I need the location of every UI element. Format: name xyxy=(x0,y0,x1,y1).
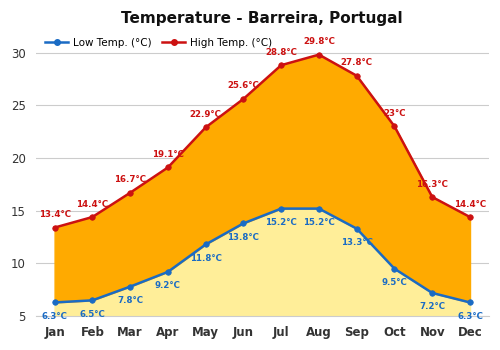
Low Temp. (°C) xyxy=(467,300,473,304)
Text: 9.5°C: 9.5°C xyxy=(382,278,407,287)
Title: Temperature - Barreira, Portugal: Temperature - Barreira, Portugal xyxy=(122,11,403,26)
Line: Low Temp. (°C): Low Temp. (°C) xyxy=(52,206,473,305)
High Temp. (°C) xyxy=(316,52,322,57)
Text: 28.8°C: 28.8°C xyxy=(265,48,297,57)
Low Temp. (°C) xyxy=(354,226,360,231)
High Temp. (°C) xyxy=(354,74,360,78)
High Temp. (°C) xyxy=(278,63,284,67)
Text: 29.8°C: 29.8°C xyxy=(303,37,335,46)
Low Temp. (°C) xyxy=(52,300,58,304)
Text: 13.4°C: 13.4°C xyxy=(38,210,70,219)
Low Temp. (°C) xyxy=(429,291,435,295)
Legend: Low Temp. (°C), High Temp. (°C): Low Temp. (°C), High Temp. (°C) xyxy=(41,34,276,52)
Low Temp. (°C) xyxy=(202,242,208,246)
Text: 13.3°C: 13.3°C xyxy=(341,238,372,247)
Text: 22.9°C: 22.9°C xyxy=(190,110,222,119)
Text: 13.8°C: 13.8°C xyxy=(228,233,260,242)
Low Temp. (°C) xyxy=(127,285,133,289)
Text: 23°C: 23°C xyxy=(383,109,406,118)
Line: High Temp. (°C): High Temp. (°C) xyxy=(52,52,473,230)
Text: 9.2°C: 9.2°C xyxy=(155,281,181,290)
Text: 16.3°C: 16.3°C xyxy=(416,180,448,189)
High Temp. (°C) xyxy=(240,97,246,101)
Text: 7.8°C: 7.8°C xyxy=(117,296,143,305)
Text: 15.2°C: 15.2°C xyxy=(266,218,297,227)
Low Temp. (°C) xyxy=(165,270,171,274)
Text: 7.2°C: 7.2°C xyxy=(419,302,445,312)
High Temp. (°C) xyxy=(165,166,171,170)
Text: 25.6°C: 25.6°C xyxy=(228,82,260,91)
Low Temp. (°C) xyxy=(90,298,96,302)
Text: 6.3°C: 6.3°C xyxy=(42,312,68,321)
Text: 19.1°C: 19.1°C xyxy=(152,150,184,159)
High Temp. (°C) xyxy=(392,124,398,128)
High Temp. (°C) xyxy=(52,225,58,230)
Text: 14.4°C: 14.4°C xyxy=(454,199,486,209)
High Temp. (°C) xyxy=(90,215,96,219)
Text: 14.4°C: 14.4°C xyxy=(76,199,108,209)
Text: 6.3°C: 6.3°C xyxy=(457,312,483,321)
High Temp. (°C) xyxy=(429,195,435,199)
High Temp. (°C) xyxy=(202,125,208,130)
Text: 15.2°C: 15.2°C xyxy=(303,218,335,227)
High Temp. (°C) xyxy=(127,191,133,195)
Low Temp. (°C) xyxy=(392,267,398,271)
Text: 27.8°C: 27.8°C xyxy=(340,58,372,67)
Low Temp. (°C) xyxy=(240,221,246,225)
Low Temp. (°C) xyxy=(316,206,322,211)
Low Temp. (°C) xyxy=(278,206,284,211)
High Temp. (°C) xyxy=(467,215,473,219)
Text: 11.8°C: 11.8°C xyxy=(190,254,222,263)
Text: 6.5°C: 6.5°C xyxy=(80,310,105,319)
Text: 16.7°C: 16.7°C xyxy=(114,175,146,184)
